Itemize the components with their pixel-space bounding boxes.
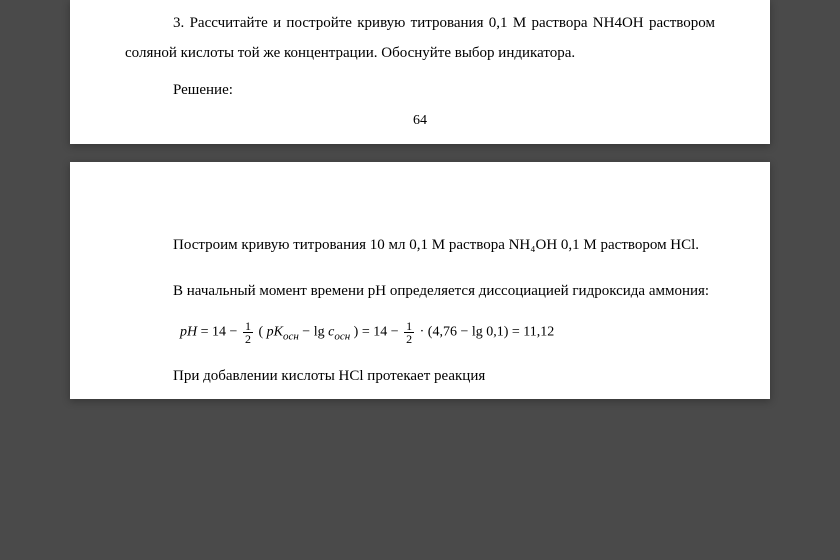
formula-const1: 14 [212,325,226,340]
page-lower: Построим кривую титрования 10 мл 0,1 М р… [70,162,770,399]
formula-frac1: 1 2 [243,320,253,345]
formula-c-sub: осн [334,331,350,343]
formula-lhs: pH [180,325,197,340]
page-upper: 3. Рассчитайте и постройте кривую титров… [70,0,770,144]
formula-minus1: − [230,325,238,340]
para-initial-ph: В начальный момент времени рН определяет… [125,276,715,306]
task-text: Рассчитайте и постройте кривую титровани… [125,15,715,61]
formula-close: ) [354,325,359,340]
para-construct: Построим кривую титрования 10 мл 0,1 М р… [125,230,715,260]
formula-open2: (4,76 − lg 0,1) [428,325,509,340]
formula-frac2: 1 2 [404,320,414,345]
formula-pK: pK [267,325,283,340]
para-reaction: При добавлении кислоты HCl протекает реа… [125,361,715,391]
frac2-den: 2 [404,333,414,345]
formula-eq2: = 14 − [362,325,402,340]
formula-pK-sub: осн [283,331,299,343]
formula-eq3: = 11,12 [512,325,554,340]
page-number: 64 [125,113,715,129]
task-paragraph: 3. Рассчитайте и постройте кривую титров… [125,8,715,68]
formula-dot: · [420,325,428,340]
task-number: 3. [173,15,184,31]
frac1-den: 2 [243,333,253,345]
formula-open: ( [258,325,263,340]
ph-formula: pH = 14 − 1 2 ( pKосн − lg cосн ) = 14 −… [180,320,715,345]
formula-spacer: − lg [302,325,328,340]
solution-label: Решение: [125,82,715,99]
formula-eq: = [201,325,209,340]
